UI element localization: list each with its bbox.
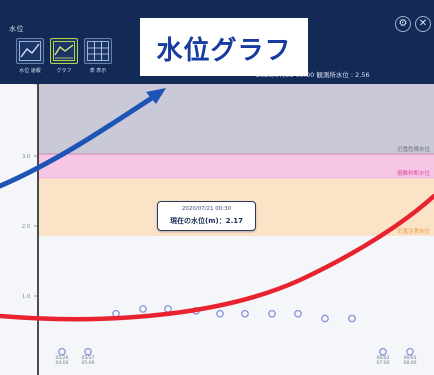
data-point: [379, 347, 387, 356]
threshold-label: 氾濫注意水位: [397, 227, 431, 235]
settings-button[interactable]: ⚙: [395, 16, 411, 32]
x-tick-label: 05/26 04:00: [55, 356, 69, 366]
threshold-label: 避難判断水位: [397, 169, 431, 177]
settings-icon: ⚙: [398, 18, 408, 29]
threshold-band: [38, 154, 434, 178]
data-point: [84, 347, 92, 356]
x-tick-label: 06/03 08:00: [403, 356, 417, 366]
chart-view-button[interactable]: 水位 速報: [16, 38, 44, 74]
data-point: [406, 347, 414, 356]
graph-callout: 水位グラフ: [140, 18, 308, 76]
chart-view-icon: [19, 41, 41, 61]
view-button-label: グラフ: [56, 68, 72, 74]
app-title: 水位: [9, 25, 24, 33]
threshold-label: 氾濫危険水位: [397, 145, 431, 153]
table-view-icon: [87, 41, 109, 61]
close-button[interactable]: ✕: [415, 16, 431, 32]
observation-datetime: 2020/07/31 00:00 観測所水位 : 2.56: [256, 71, 370, 79]
tooltip-value: 現在の水位(m)：2.17: [170, 217, 243, 225]
graph-view-icon: [53, 41, 75, 61]
y-tick-label: 1.0: [22, 294, 30, 300]
data-point: [58, 347, 66, 356]
close-icon: ✕: [418, 18, 428, 29]
callout-title: 水位グラフ: [156, 36, 292, 66]
view-button-label: 水位 速報: [19, 68, 41, 74]
y-tick-label: 2.0: [22, 224, 30, 230]
x-tick-label: 05/27 05:00: [81, 356, 95, 366]
threshold-band: [38, 84, 434, 154]
graph-view-button[interactable]: グラフ: [50, 38, 78, 74]
value-tooltip: 2020/07/21 00:30 現在の水位(m)：2.17: [157, 201, 256, 231]
view-button-label: 表 表示: [89, 68, 107, 74]
table-view-button[interactable]: 表 表示: [84, 38, 112, 74]
y-tick-label: 3.0: [22, 154, 30, 160]
x-tick-label: 06/02 07:00: [376, 356, 390, 366]
tooltip-date: 2020/07/21 00:30: [181, 206, 232, 212]
